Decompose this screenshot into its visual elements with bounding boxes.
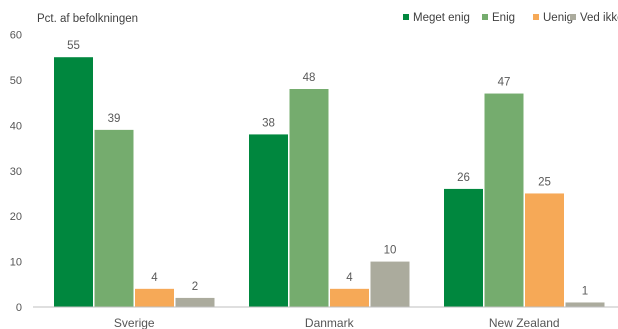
bar-meget-enig-new-zealand [444, 188, 483, 307]
data-label: 39 [108, 113, 121, 125]
legend-swatch-enig [482, 14, 488, 20]
legend: Meget enig Enig Uenig Ved ikke [403, 12, 618, 24]
data-label: 47 [498, 77, 511, 89]
legend-swatch-uenig [533, 14, 539, 20]
legend-label: Meget enig [413, 12, 470, 24]
bar-ved-ikke-new-zealand [565, 302, 605, 307]
bar-uenig-sverige [135, 288, 174, 307]
bar-ved-ikke-sverige [175, 297, 215, 307]
category-label: Danmark [305, 316, 355, 329]
data-label: 2 [192, 281, 198, 293]
y-tick-label: 30 [10, 166, 22, 178]
bar-uenig-new-zealand [525, 193, 564, 307]
data-label: 1 [582, 285, 588, 297]
bar-uenig-danmark [330, 288, 369, 307]
y-tick-label: 50 [10, 75, 22, 87]
y-tick-label: 40 [10, 120, 22, 132]
legend-swatch-ved-ikke [570, 14, 576, 20]
y-tick-label: 60 [10, 30, 22, 42]
category-label: Sverige [114, 316, 155, 329]
data-label: 4 [346, 272, 353, 284]
y-tick-label: 20 [10, 211, 22, 223]
data-label: 48 [303, 72, 316, 84]
x-axis: Sverige Danmark New Zealand [114, 316, 560, 329]
y-axis: 0 10 20 30 40 50 60 [10, 30, 22, 315]
bar-meget-enig-sverige [54, 57, 93, 308]
y-tick-label: 0 [16, 302, 22, 314]
category-label: New Zealand [489, 316, 560, 329]
y-tick-label: 10 [10, 257, 22, 269]
data-label: 38 [262, 117, 275, 129]
data-label: 25 [538, 176, 551, 188]
y-axis-label: Pct. af befolkningen [37, 13, 138, 25]
legend-label: Uenig [543, 12, 573, 24]
data-label: 10 [384, 245, 397, 257]
data-label: 4 [151, 272, 158, 284]
bar-meget-enig-danmark [249, 134, 288, 307]
bar-enig-danmark [289, 89, 329, 307]
data-label: 26 [457, 172, 470, 184]
bar-enig-new-zealand [484, 93, 524, 308]
bar-ved-ikke-danmark [370, 261, 410, 307]
legend-label: Enig [492, 12, 515, 24]
bars [54, 57, 605, 308]
bar-enig-sverige [94, 129, 134, 307]
data-labels: 55 38 26 39 48 47 4 4 25 2 10 1 [67, 40, 588, 297]
legend-label: Ved ikke [580, 12, 618, 24]
legend-swatch-meget-enig [403, 14, 409, 20]
data-label: 55 [67, 40, 80, 52]
